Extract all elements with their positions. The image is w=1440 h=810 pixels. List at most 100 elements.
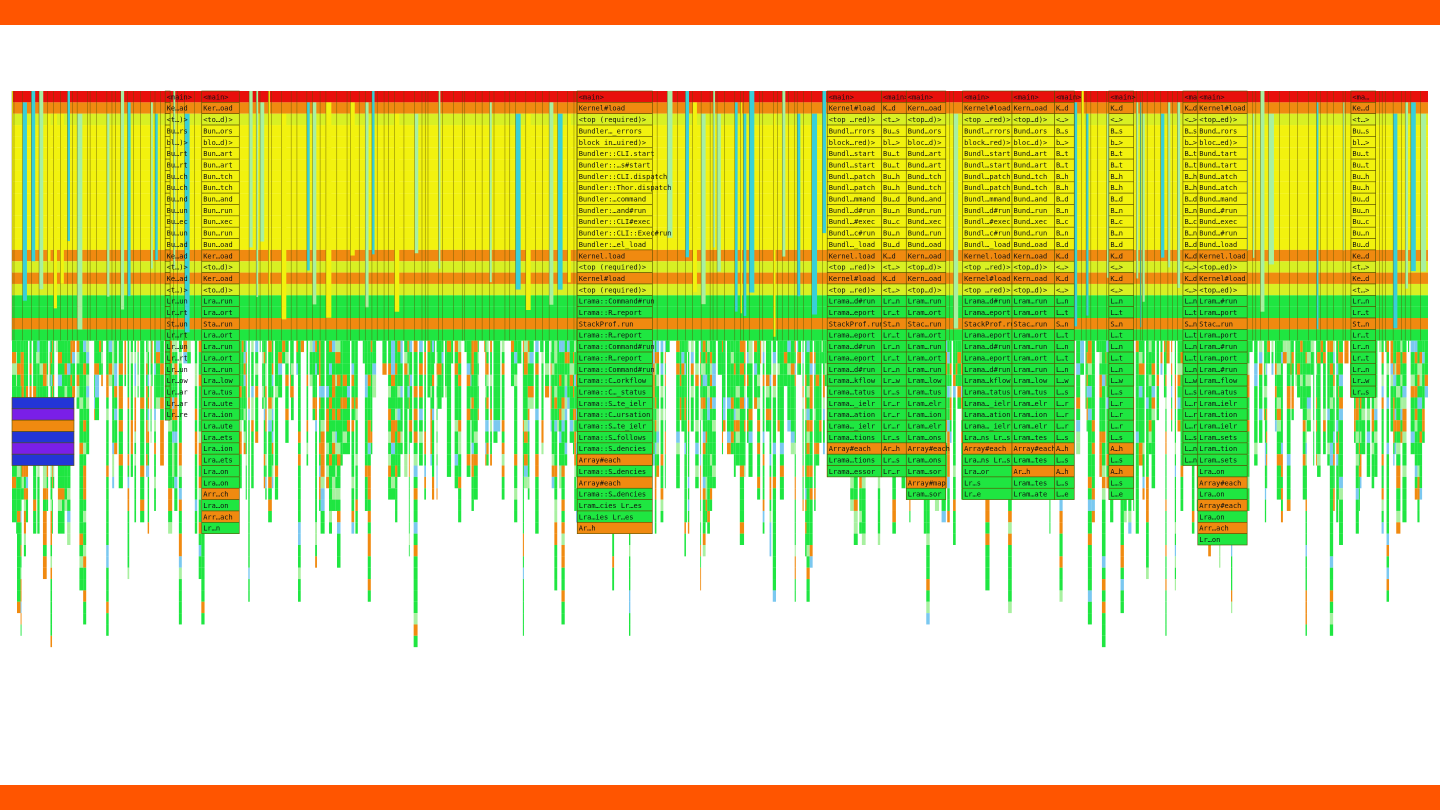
flame-frame <box>255 340 259 353</box>
flame-frame <box>549 102 554 305</box>
flame-frame <box>298 340 301 353</box>
flame-frame <box>127 567 130 580</box>
flame-frame <box>114 397 118 409</box>
flame-frame <box>1295 363 1298 375</box>
flame-frame <box>364 363 368 375</box>
flame-frame <box>1300 374 1303 387</box>
flame-frame <box>409 397 413 409</box>
flame-frame <box>1249 340 1253 353</box>
flame-frame <box>194 476 198 489</box>
flame-frame <box>744 465 746 477</box>
flame-frame <box>805 352 807 364</box>
flame-frame <box>551 476 555 489</box>
flame-frame <box>1327 431 1330 443</box>
flame-frame <box>1323 386 1326 398</box>
flame-frame <box>1274 386 1277 398</box>
flame-frame <box>806 510 810 523</box>
flame-frame <box>551 352 555 364</box>
flame-frame <box>388 397 391 409</box>
flame-frame <box>550 352 552 364</box>
flame-frame <box>57 510 63 523</box>
flame-frame <box>1286 488 1291 500</box>
flame-frame <box>1174 431 1176 443</box>
flame-frame <box>397 386 401 398</box>
flame-frame <box>248 590 250 602</box>
flame-frame <box>684 454 686 466</box>
flame-frame <box>819 420 822 432</box>
flame-frame <box>127 545 130 557</box>
flame-frame <box>1274 397 1277 409</box>
flame-frame <box>20 488 22 500</box>
flame-frame <box>811 113 818 315</box>
flame-frame <box>707 420 710 432</box>
flame-frame <box>306 386 309 398</box>
flame-frame <box>702 352 706 364</box>
flame-frame <box>255 363 259 375</box>
flame-frame <box>762 408 765 421</box>
flame-frame <box>194 352 198 364</box>
flame-frame <box>278 363 283 375</box>
flame-frame <box>1305 601 1307 614</box>
flame-frame <box>319 476 321 489</box>
flame-frame <box>83 590 87 602</box>
flame-frame <box>424 340 426 353</box>
flame-frame <box>541 397 544 409</box>
flame-frame <box>1305 431 1307 443</box>
flame-frame <box>514 442 518 455</box>
flame-frame <box>124 352 127 364</box>
flame-frame <box>523 408 528 421</box>
flame-frame <box>25 499 29 511</box>
flame-frame <box>1274 340 1277 353</box>
flame-frame <box>551 340 555 353</box>
flame-frame <box>446 442 452 455</box>
flame-frame <box>773 113 776 337</box>
flame-frame <box>769 397 772 409</box>
flame-frame <box>248 340 250 353</box>
flame-frame <box>1191 510 1195 523</box>
flame-frame <box>947 510 950 523</box>
flame-frame <box>248 499 250 511</box>
flame-frame <box>146 442 148 455</box>
flame-frame <box>419 408 423 421</box>
flame-frame <box>493 363 498 375</box>
flame-frame <box>1286 408 1291 421</box>
flame-frame <box>79 533 84 545</box>
flame-frame <box>772 431 777 443</box>
flame-frame <box>790 352 795 364</box>
flame-frame <box>806 352 810 364</box>
flame-frame <box>408 340 410 353</box>
flame-frame <box>794 465 796 477</box>
flame-frame <box>1323 420 1326 432</box>
flame-frame <box>194 510 198 523</box>
flame-frame <box>306 374 309 387</box>
flame-frame <box>1076 374 1081 387</box>
flame-frame <box>95 352 100 364</box>
flame-frame <box>1142 408 1145 421</box>
flame-frame <box>388 476 391 489</box>
flame-frame <box>529 374 534 387</box>
flame-frame <box>779 340 784 353</box>
flame-frame <box>298 499 301 511</box>
flame-frame <box>1148 386 1152 398</box>
flame-frame <box>336 442 341 455</box>
flame-frame <box>198 374 202 387</box>
flame-frame <box>150 363 152 375</box>
flame-frame <box>106 488 109 500</box>
flame-frame <box>574 340 576 353</box>
flame-frame <box>574 363 576 375</box>
flame-frame <box>746 408 749 421</box>
flame-frame <box>108 340 113 353</box>
flame-frame <box>446 465 452 477</box>
flame-frame <box>1286 499 1291 511</box>
flame-frame <box>1267 340 1271 353</box>
flame-frame <box>695 442 699 455</box>
flame-frame <box>684 522 686 534</box>
flame-frame <box>454 476 459 489</box>
flame-frame <box>50 363 53 375</box>
flame-frame <box>454 442 459 455</box>
flame-frame <box>397 397 401 409</box>
flame-frame <box>1142 465 1145 477</box>
flame-frame <box>739 352 745 364</box>
flame-frame <box>1329 397 1334 409</box>
flame-frame <box>527 454 530 466</box>
